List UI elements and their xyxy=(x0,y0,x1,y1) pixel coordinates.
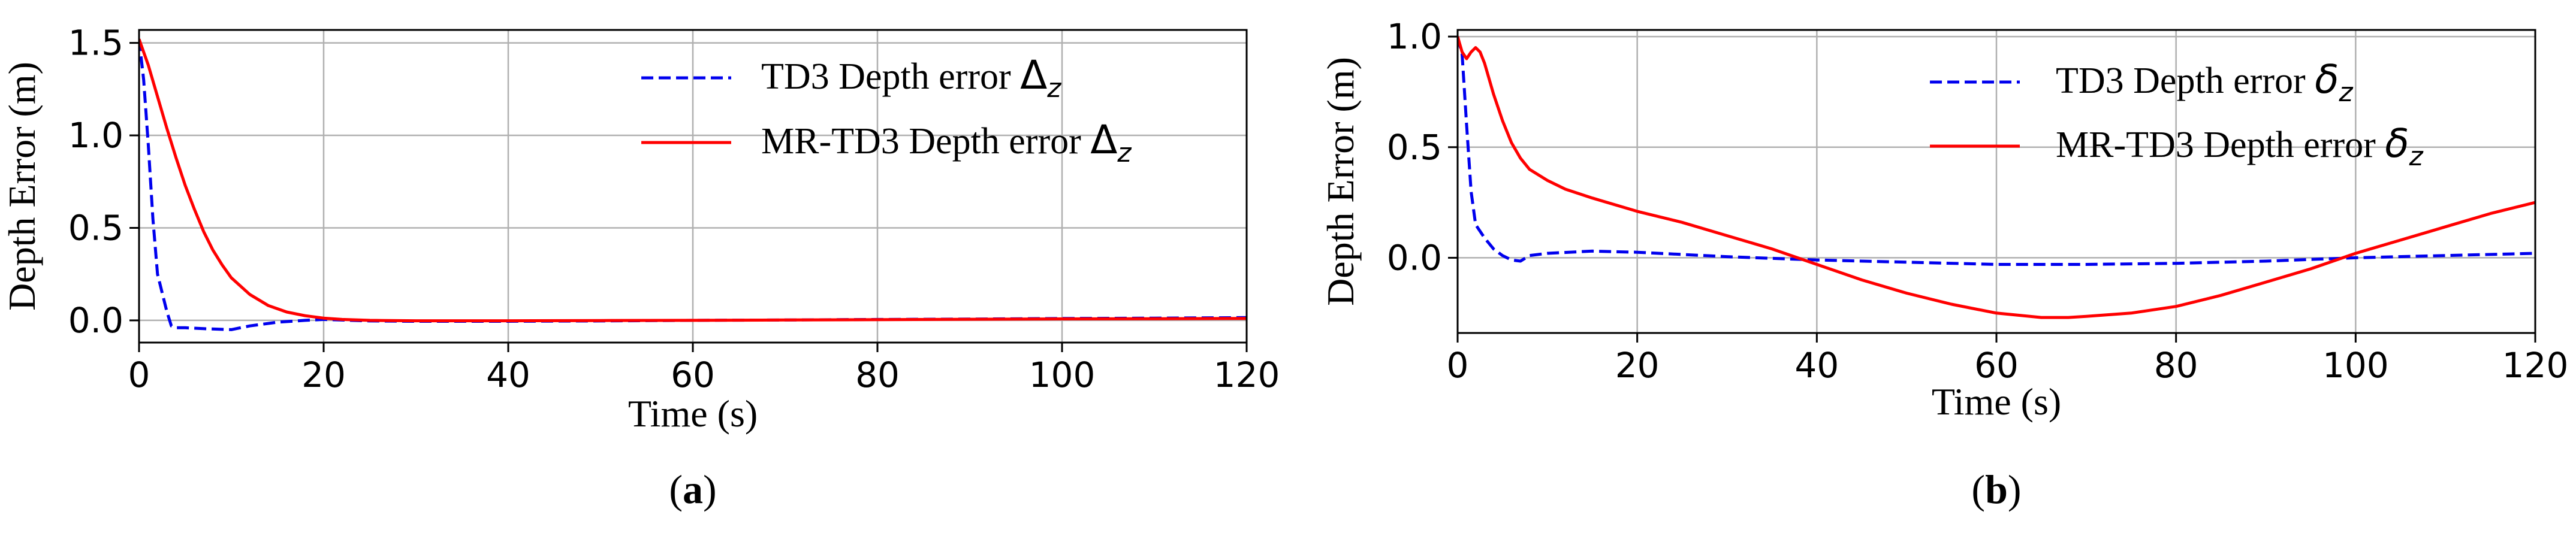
x-tick-label: 80 xyxy=(2154,345,2198,386)
x-tick-label: 60 xyxy=(671,355,715,395)
x-tick-label: 20 xyxy=(301,355,346,395)
x-tick-label: 20 xyxy=(1615,345,1660,386)
legend-entry-text: MR-TD3 Depth error xyxy=(761,121,1090,162)
legend-entry-subscript: z xyxy=(1046,73,1061,104)
x-tick-label: 40 xyxy=(486,355,530,395)
x-tick-label: 0 xyxy=(1447,345,1469,386)
legend-entry-subscript: z xyxy=(2409,141,2424,172)
y-tick-label: 0.0 xyxy=(68,300,123,341)
x-tick-label: 100 xyxy=(1029,355,1096,395)
legend-entry-text: TD3 Depth error xyxy=(2056,60,2315,101)
legend-entry: MR-TD3 Depth error Δz xyxy=(761,117,1132,168)
legend-entry-symbol: δ xyxy=(2385,120,2409,166)
legend-entry: TD3 Depth error δz xyxy=(2056,56,2354,108)
legend-entry-subscript: z xyxy=(1117,138,1132,168)
y-axis-label: Depth Error (m) xyxy=(1,62,43,311)
y-tick-label: 1.0 xyxy=(1387,16,1442,57)
legend-entry: MR-TD3 Depth error δz xyxy=(2056,120,2424,172)
series-line-td3 xyxy=(1458,36,2535,266)
y-tick-label: 1.5 xyxy=(68,23,123,63)
y-tick-label: 0.5 xyxy=(1387,127,1442,168)
panel-label: (b) xyxy=(1971,467,2021,512)
x-tick-label: 80 xyxy=(855,355,900,395)
x-tick-label: 120 xyxy=(2502,345,2569,386)
legend-entry-symbol: Δ xyxy=(1020,52,1047,98)
x-tick-label: 0 xyxy=(128,355,150,395)
panel-a: 0 20 40 60 80 100 120 0.0 0.5 1.0 1.5 Time (s) Depth… xyxy=(1,23,1280,512)
panel-b: 0 20 40 60 80 100 120 0.0 0.5 1.0 Time (s) Depth Er… xyxy=(1319,16,2568,512)
y-tick-label: 1.0 xyxy=(68,115,123,156)
legend-entry-text: TD3 Depth error xyxy=(761,56,1020,97)
x-tick-label: 60 xyxy=(1974,345,2019,386)
x-axis-label: Time (s) xyxy=(628,392,758,435)
panel-label: (a) xyxy=(669,467,716,512)
y-tick-label: 0.5 xyxy=(68,207,123,248)
y-axis-label: Depth Error (m) xyxy=(1319,57,1362,306)
x-tick-label: 40 xyxy=(1794,345,1839,386)
legend-entry-subscript: z xyxy=(2339,77,2354,108)
legend-entry: TD3 Depth error Δz xyxy=(761,52,1061,104)
series-line-mr-td3 xyxy=(1458,36,2535,319)
x-tick-label: 100 xyxy=(2322,345,2389,386)
legend-entry-symbol: Δ xyxy=(1090,117,1117,163)
x-axis-label: Time (s) xyxy=(1932,380,2061,423)
legend-entry-text: MR-TD3 Depth error xyxy=(2056,125,2385,165)
y-tick-label: 0.0 xyxy=(1387,237,1442,278)
x-tick-label: 120 xyxy=(1214,355,1280,395)
series-line-mr-td3 xyxy=(139,38,1247,323)
legend-entry-symbol: δ xyxy=(2315,56,2339,102)
